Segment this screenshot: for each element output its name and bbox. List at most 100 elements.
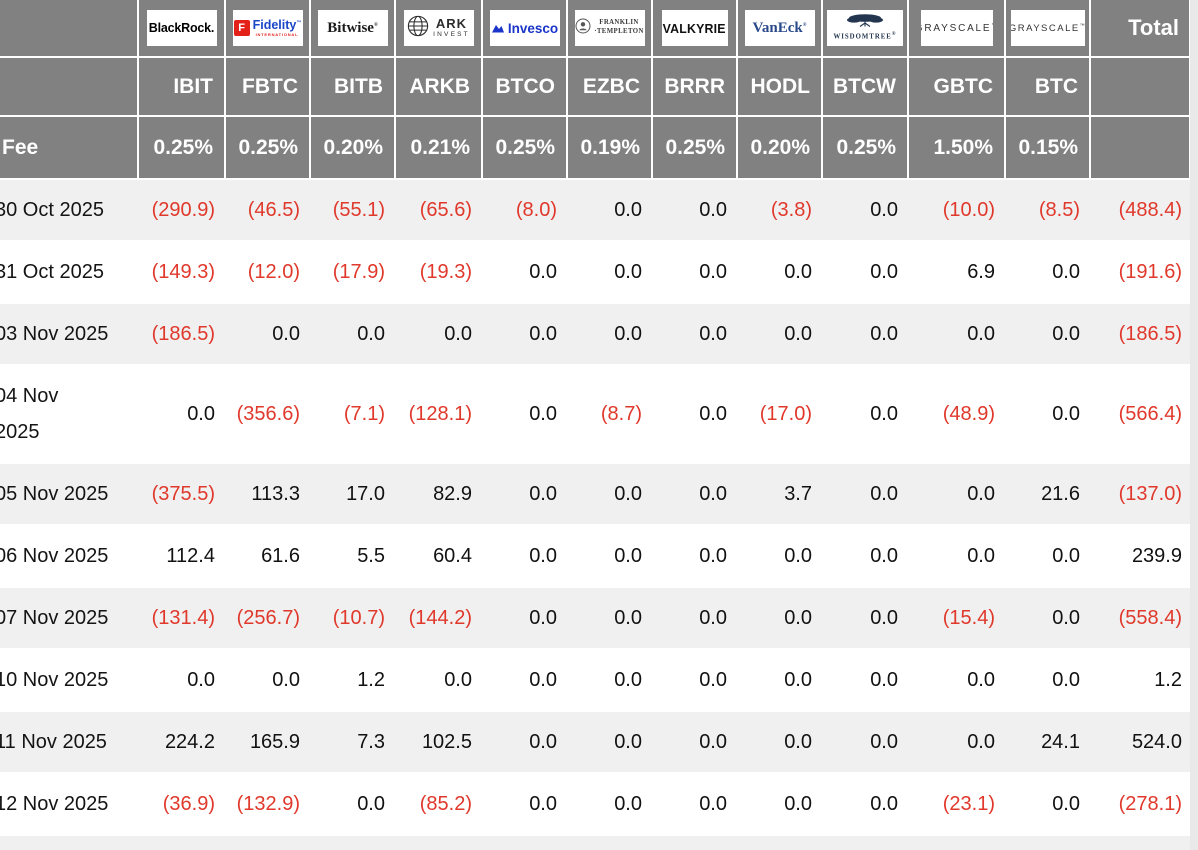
flow-value-cell: (318.2) [1005, 835, 1090, 850]
flow-value-cell: 0.0 [737, 711, 822, 774]
flow-value-cell: (64.5) [908, 835, 1005, 850]
flow-value-cell: 0.0 [908, 463, 1005, 526]
fee-value-cell: 0.25% [822, 116, 909, 180]
date-cell: 05 Nov 2025 [0, 463, 138, 526]
flow-value-cell: 0.0 [567, 649, 652, 712]
grayscale-wordmark: GRAYSCALE™ [921, 23, 993, 34]
flow-value-cell: 0.0 [1005, 649, 1090, 712]
ark-name: ARK [435, 16, 468, 32]
flow-value-cell: 0.0 [908, 711, 1005, 774]
fidelity-f-icon: F [233, 20, 250, 36]
flow-value-cell: 0.0 [567, 463, 652, 526]
flow-row: 04 Nov 2025 0.0 (356.6) (7.1) (128.1) 0.0 (8.7… [0, 365, 1190, 464]
date-cell: 11 Nov 2025 [0, 711, 138, 774]
ark-invest-label: INVEST [433, 31, 470, 39]
wisdomtree-name: WISDOMTREE® [833, 32, 897, 41]
grayscale-logo: GRAYSCALE™ [1010, 10, 1085, 46]
flow-value-cell: 21.6 [1005, 463, 1090, 526]
flow-value-cell: 7.3 [310, 711, 395, 774]
valkyrie-wordmark: VALKYRIE [662, 20, 727, 36]
flow-value-cell: (144.2) [395, 587, 482, 650]
date-cell: 10 Nov 2025 [0, 649, 138, 712]
flow-value-cell: (8.5) [1005, 179, 1090, 242]
flow-value-cell: 61.6 [225, 525, 310, 588]
fidelity-international-label: INTERNATIONAL [255, 32, 299, 37]
templeton-line: ·TEMPLETON [594, 28, 644, 35]
ticker-row-total-spacer [1090, 57, 1191, 117]
total-value-cell: (191.6) [1090, 241, 1190, 304]
ticker-row: IBIT FBTC BITB ARKB BTCO EZBC BRRR HODL BTCW GBTC… [0, 57, 1191, 117]
issuer-logo-cell: Invesco [482, 0, 568, 58]
flow-value-cell: 0.0 [482, 241, 567, 304]
flow-value-cell: (5.7) [567, 835, 652, 850]
flow-value-cell: 0.0 [567, 179, 652, 242]
issuer-logo-cell: VanEck® [737, 0, 823, 58]
total-value-cell: (488.4) [1090, 179, 1190, 242]
total-value-cell: (186.5) [1090, 303, 1190, 366]
flow-value-cell: (55.1) [310, 179, 395, 242]
franklin-line: FRANKLIN [599, 19, 639, 27]
issuer-logo-cell: GRAYSCALE™ [1005, 0, 1091, 58]
date-cell: 30 Oct 2025 [0, 179, 138, 242]
flow-value-cell: 0.0 [737, 587, 822, 650]
flow-value-cell: (85.2) [395, 773, 482, 836]
issuer-logo-row: BlackRock. F Fidelity™ INTERNATIONAL Bitwise… [0, 0, 1191, 58]
flow-value-cell: 0.0 [1005, 241, 1090, 304]
fee-value-cell: 0.25% [225, 116, 311, 180]
fee-value-cell: 0.20% [737, 116, 823, 180]
flow-value-cell: (128.1) [395, 365, 482, 464]
flow-value-cell: (8.3) [737, 835, 822, 850]
flow-row: 30 Oct 2025 (290.9) (46.5) (55.1) (65.6) (8.0… [0, 179, 1190, 242]
ticker-header-hodl: HODL [737, 57, 823, 117]
flow-value-cell: 0.0 [908, 525, 1005, 588]
franklin-portrait-icon [575, 18, 591, 39]
flow-value-cell: 0.0 [567, 711, 652, 774]
flow-value-cell: 0.0 [652, 835, 737, 850]
flow-value-cell: 1.2 [310, 649, 395, 712]
flow-value-cell: (3.8) [737, 179, 822, 242]
issuer-logo-cell: F Fidelity™ INTERNATIONAL [225, 0, 311, 58]
ticker-row-spacer [0, 57, 139, 117]
total-value-cell: 524.0 [1090, 711, 1190, 774]
flow-value-cell: (149.3) [138, 241, 225, 304]
flow-value-cell: 0.0 [908, 303, 1005, 366]
flow-value-cell: (375.5) [138, 463, 225, 526]
fee-value-cell: 1.50% [908, 116, 1006, 180]
vertical-scrollbar[interactable] [1190, 0, 1198, 850]
flow-value-cell: (46.5) [225, 179, 310, 242]
flow-value-cell: (10.0) [908, 179, 1005, 242]
total-column-header: Total [1090, 0, 1191, 58]
fee-value-cell: 0.19% [567, 116, 653, 180]
ticker-header-fbtc: FBTC [225, 57, 311, 117]
flow-value-cell: 0.0 [482, 711, 567, 774]
flow-value-cell: 0.0 [652, 241, 737, 304]
flow-value-cell: 0.0 [652, 365, 737, 464]
flow-row: 06 Nov 2025 112.4 61.6 5.5 60.4 0.0 0.0 0.0 0.0 0… [0, 525, 1190, 588]
wisdomtree-wordmark: WISDOMTREE® [833, 14, 896, 41]
fee-row-total-spacer [1090, 116, 1191, 180]
flow-value-cell: 0.0 [822, 587, 908, 650]
trademark-symbol: ® [891, 32, 897, 38]
flow-value-cell: 0.0 [567, 525, 652, 588]
issuer-logo-cell: WISDOMTREE® [822, 0, 909, 58]
issuer-logo-cell: Bitwise® [310, 0, 396, 58]
flow-value-cell: (17.0) [737, 365, 822, 464]
invesco-wordmark: Invesco [491, 21, 558, 36]
flow-value-cell: 0.0 [1005, 303, 1090, 366]
flow-value-cell: (256.6) [138, 835, 225, 850]
fee-value-cell: 0.25% [138, 116, 226, 180]
flow-value-cell: (65.6) [395, 179, 482, 242]
date-cell: 13 Nov 2025 [0, 835, 138, 850]
flow-value-cell: 0.0 [1005, 587, 1090, 650]
flow-row: 31 Oct 2025 (149.3) (12.0) (17.9) (19.3) 0.0 0… [0, 241, 1190, 304]
flow-value-cell: 0.0 [737, 525, 822, 588]
fee-value-cell: 0.15% [1005, 116, 1091, 180]
flow-value-cell: 0.0 [652, 711, 737, 774]
flow-value-cell: (15.7) [395, 835, 482, 850]
flow-value-cell: (48.9) [908, 365, 1005, 464]
flow-value-cell: (256.7) [225, 587, 310, 650]
flow-value-cell: (8.7) [567, 365, 652, 464]
invesco-name: Invesco [507, 20, 559, 36]
date-cell: 03 Nov 2025 [0, 303, 138, 366]
